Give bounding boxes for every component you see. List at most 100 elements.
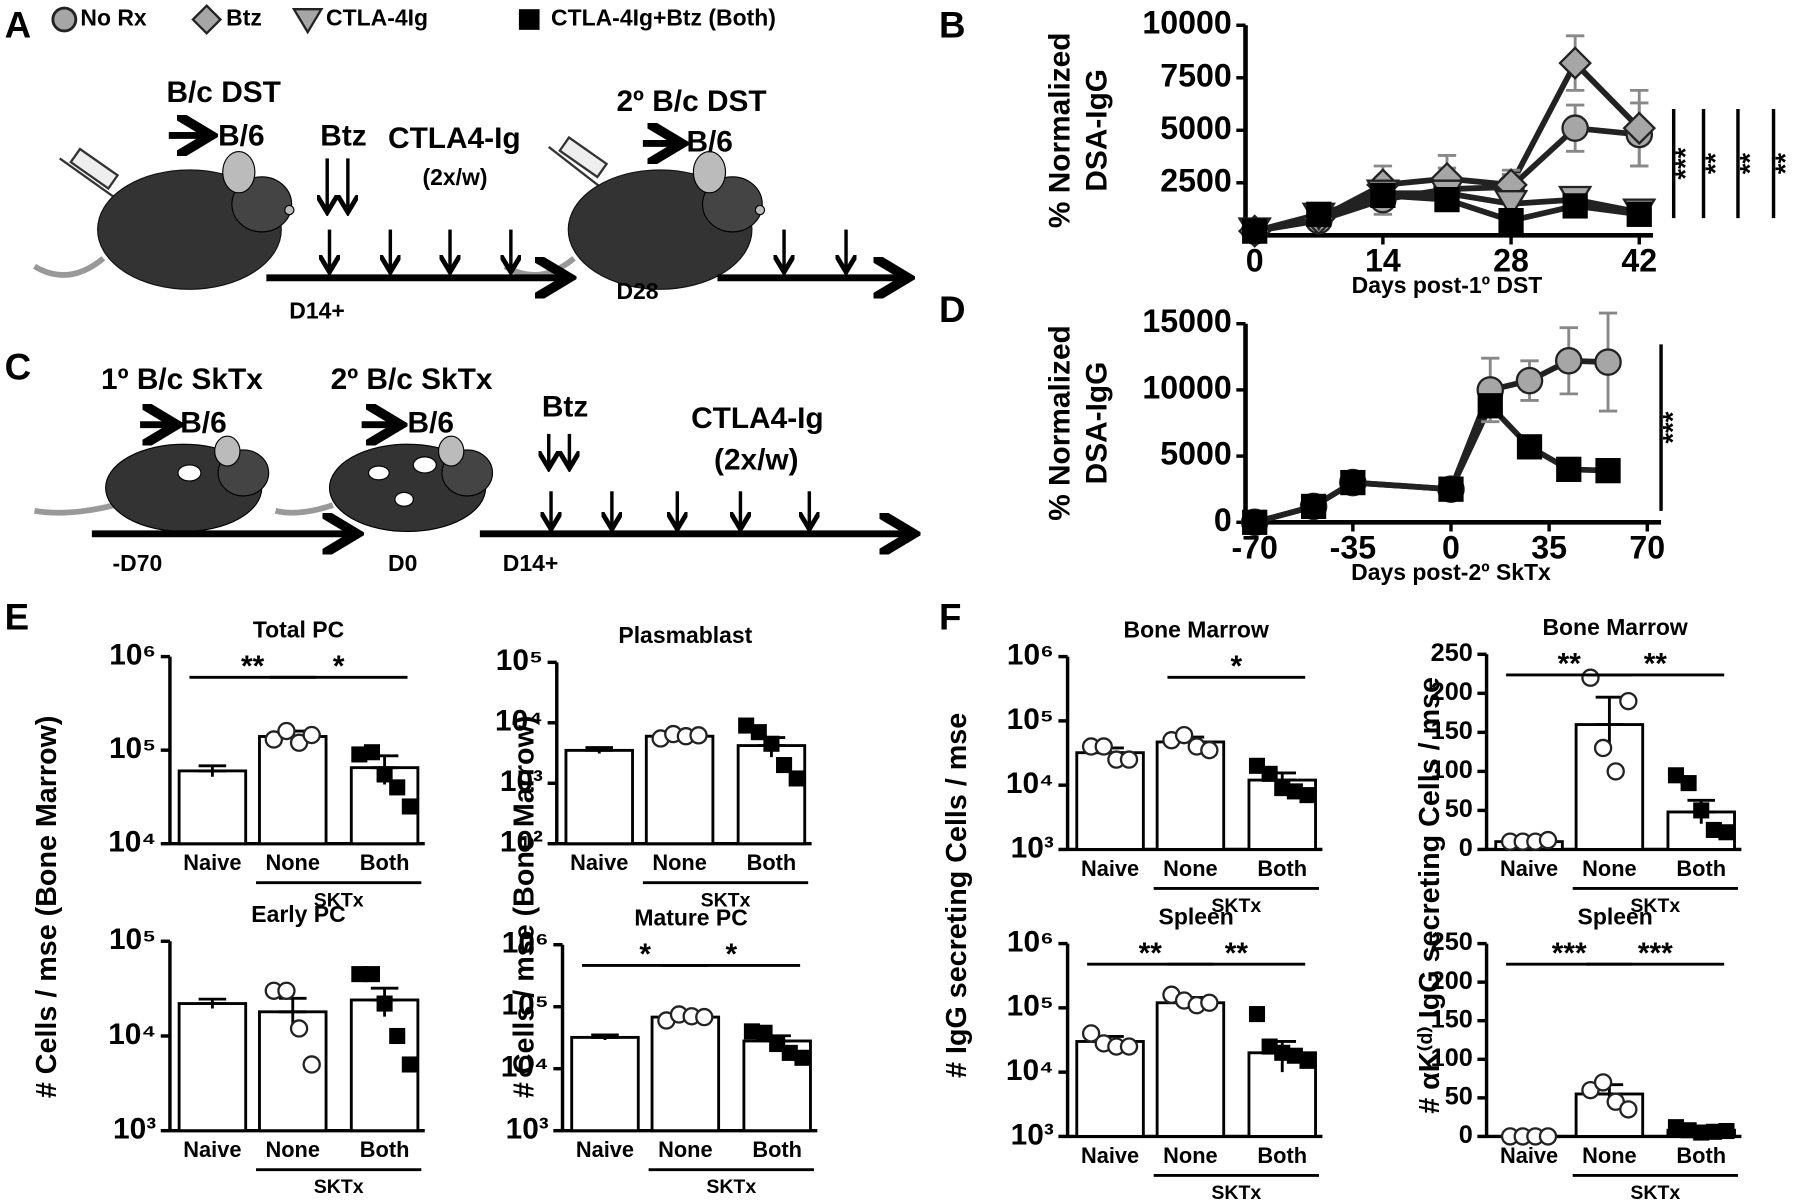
y-tick-label: 10⁵ [109,732,156,765]
data-point [1299,1052,1316,1069]
data-point [750,724,767,741]
error-bar [585,746,614,754]
data-point [1558,46,1592,80]
data-point [781,1044,798,1061]
y-axis-label: % Normalized [1044,325,1077,521]
y-tick-label: 200 [1431,967,1473,995]
group-label: SKTx [1211,1182,1261,1203]
y-tick-label: 10³ [1011,831,1054,864]
y-tick-label: 10⁵ [109,923,156,956]
bar [1155,1001,1226,1138]
data-point [1619,691,1638,711]
y-tick-label: 150 [1431,717,1473,745]
panel-label: E [5,597,30,638]
data-point [1498,207,1524,234]
y-tick-label: 0 [1459,1121,1473,1149]
data-point [738,717,755,734]
data-point [769,1035,786,1053]
legend-label: CTLA-4Ig [326,5,428,31]
data-point [1242,218,1268,244]
data-point [376,995,393,1012]
y-tick-label: 10⁶ [502,927,549,960]
chart-title: Early PC [251,901,345,927]
x-tick-label: 70 [1629,529,1665,565]
x-axis-label: Days post-2º SkTx [1351,559,1551,585]
y-tick-label: 10000 [1142,369,1231,405]
data-point [1261,1038,1278,1055]
y-tick-label: 10⁶ [109,638,156,671]
legend-label: CTLA-4Ig+Btz (Both) [551,5,776,31]
y-tick-label: 200 [1431,678,1473,706]
y-tick-label: 7500 [1160,57,1231,93]
significance-label: ** [1644,648,1668,681]
y-tick-label: 250 [1431,928,1473,956]
data-point [763,735,780,752]
panel-label: D [939,289,966,330]
panel-labels: A B C D E F [5,4,966,637]
label: Btz [320,120,366,153]
data-point [1562,193,1588,219]
data-point [302,1055,321,1074]
data-point [1119,1037,1139,1056]
data-point [264,730,284,749]
x-tick-label: None [652,850,707,875]
x-tick-label: None [658,1137,713,1162]
x-tick-label: Naive [1081,1143,1139,1168]
mouse [503,150,766,290]
data-point [289,1019,309,1038]
y-tick-label: 10⁵ [502,989,549,1022]
legend-marker [518,9,540,30]
data-point [1593,1073,1613,1092]
significance-label: ** [1770,153,1800,175]
bar [1075,1040,1145,1138]
x-tick-label: Both [360,1137,410,1162]
y-tick-label: 10⁶ [1007,638,1054,671]
data-point [351,746,368,763]
data-point [1556,456,1582,482]
data-point [1667,767,1685,784]
diagram-a [33,135,901,290]
data-point [302,725,321,745]
data-point [788,770,805,787]
significance-label: ** [1700,153,1731,175]
y-tick-label: 10⁴ [1006,767,1054,800]
y-tick-label: 50 [1445,795,1473,823]
y-tick-label: 10⁵ [1007,990,1054,1023]
x-tick-label: Naive [183,850,241,875]
bar [258,735,328,846]
label: B/6 [686,125,732,158]
label: B/6 [180,407,226,440]
data-point [1174,725,1194,745]
error-bar [198,997,227,1009]
x-tick-label: 42 [1621,242,1657,278]
y-tick-label: 10⁵ [496,644,543,677]
data-point [389,1027,406,1045]
y-axis-label: % Normalized [1044,32,1077,228]
data-point [1274,780,1291,797]
x-axis-label: Days post-1º DST [1352,272,1543,298]
y-tick-label: 10⁴ [1006,1054,1054,1087]
data-point [1718,1122,1735,1140]
bar [1075,751,1145,851]
y-tick-label: 10² [500,826,543,859]
label: D0 [388,550,417,576]
chart-title: Spleen [1578,903,1653,929]
group-label: SKTx [706,1176,756,1198]
data-point [1680,775,1697,792]
significance-label: * [639,938,651,971]
legend-marker [291,8,324,35]
y-tick-label: 100 [1431,756,1473,784]
chart-title: Total PC [253,616,344,642]
y-tick-label: 10⁶ [1007,925,1054,958]
data-point [1094,737,1113,756]
significance-label: *** [1552,937,1587,970]
x-tick-label: Both [747,850,797,875]
label: 1º B/c SkTx [101,363,263,396]
group-label: SKTx [1211,895,1261,917]
data-point [1693,802,1710,819]
data-point [1626,201,1652,227]
group-label: SKTx [1630,895,1680,917]
chart-title: Spleen [1159,903,1234,929]
data-point [1554,347,1583,375]
label: -D70 [113,550,163,576]
